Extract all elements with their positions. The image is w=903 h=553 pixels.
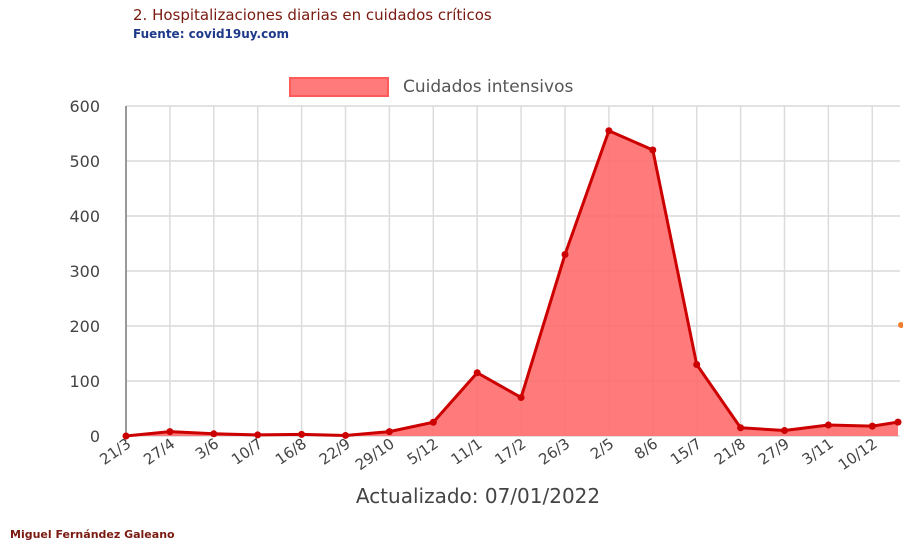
x-tick-label: 10/12	[835, 435, 881, 475]
x-tick-label: 11/1	[448, 435, 486, 469]
y-axis-ticks: 0 100 200 300 400 500 600	[69, 97, 100, 446]
x-tick-label: 27/9	[755, 435, 793, 469]
x-tick-label: 16/8	[272, 435, 310, 469]
y-tick-label: 300	[69, 262, 100, 281]
x-tick-label: 2/5	[587, 435, 617, 464]
y-tick-label: 500	[69, 152, 100, 171]
legend-swatch	[289, 77, 389, 97]
data-point[interactable]	[342, 431, 349, 439]
chart-grid	[125, 105, 900, 437]
series-area-fill	[126, 130, 898, 436]
data-point[interactable]	[210, 430, 218, 438]
x-axis-label: Actualizado: 07/01/2022	[356, 484, 600, 508]
y-tick-label: 100	[69, 372, 100, 391]
y-tick-label: 400	[69, 207, 100, 226]
series-line	[125, 129, 899, 438]
x-tick-label: 29/10	[352, 435, 398, 475]
x-tick-label: 10/7	[228, 435, 266, 469]
y-tick-label: 0	[90, 427, 100, 446]
area-series	[122, 127, 902, 440]
author-credit: Miguel Fernández Galeano	[10, 528, 175, 541]
data-point[interactable]	[473, 369, 481, 377]
y-tick-label: 600	[69, 97, 100, 116]
x-tick-label: 27/4	[140, 435, 178, 469]
x-tick-label: 17/2	[491, 435, 529, 469]
x-tick-label: 8/6	[631, 435, 661, 464]
data-point[interactable]	[781, 427, 788, 434]
source-label: Fuente: covid19uy.com	[133, 27, 289, 41]
legend-label: Cuidados intensivos	[403, 77, 573, 97]
data-point[interactable]	[693, 361, 701, 368]
data-point[interactable]	[517, 394, 525, 401]
x-tick-label: 26/3	[535, 435, 573, 469]
x-tick-label: 15/7	[667, 435, 705, 469]
data-point[interactable]	[166, 428, 174, 436]
data-point[interactable]	[385, 428, 393, 436]
x-tick-label: 5/12	[404, 435, 442, 469]
x-tick-label: 3/6	[192, 435, 222, 464]
data-point[interactable]	[561, 251, 569, 258]
x-tick-label: 21/3	[96, 435, 134, 469]
x-tick-label: 21/8	[711, 435, 749, 469]
data-point[interactable]	[868, 422, 876, 430]
x-tick-label: 3/11	[799, 435, 837, 469]
y-tick-label: 200	[69, 317, 100, 336]
x-axis-ticks: 21/3 27/4 3/6 10/7 16/8 22/929/10 5/12 11/1 17/2…	[96, 435, 880, 475]
data-point[interactable]	[649, 146, 657, 154]
data-point[interactable]	[737, 424, 745, 432]
data-point[interactable]	[298, 430, 306, 438]
data-point[interactable]	[824, 421, 832, 429]
x-tick-label: 22/9	[316, 435, 354, 469]
legend[interactable]: Cuidados intensivos	[289, 77, 573, 97]
data-point[interactable]	[429, 418, 437, 426]
data-point[interactable]	[605, 127, 613, 135]
data-point[interactable]	[894, 418, 902, 426]
data-point[interactable]	[254, 431, 262, 439]
edge-marker	[898, 322, 903, 328]
data-point[interactable]	[122, 432, 130, 440]
page-title: 2. Hospitalizaciones diarias en cuidados…	[133, 6, 492, 24]
